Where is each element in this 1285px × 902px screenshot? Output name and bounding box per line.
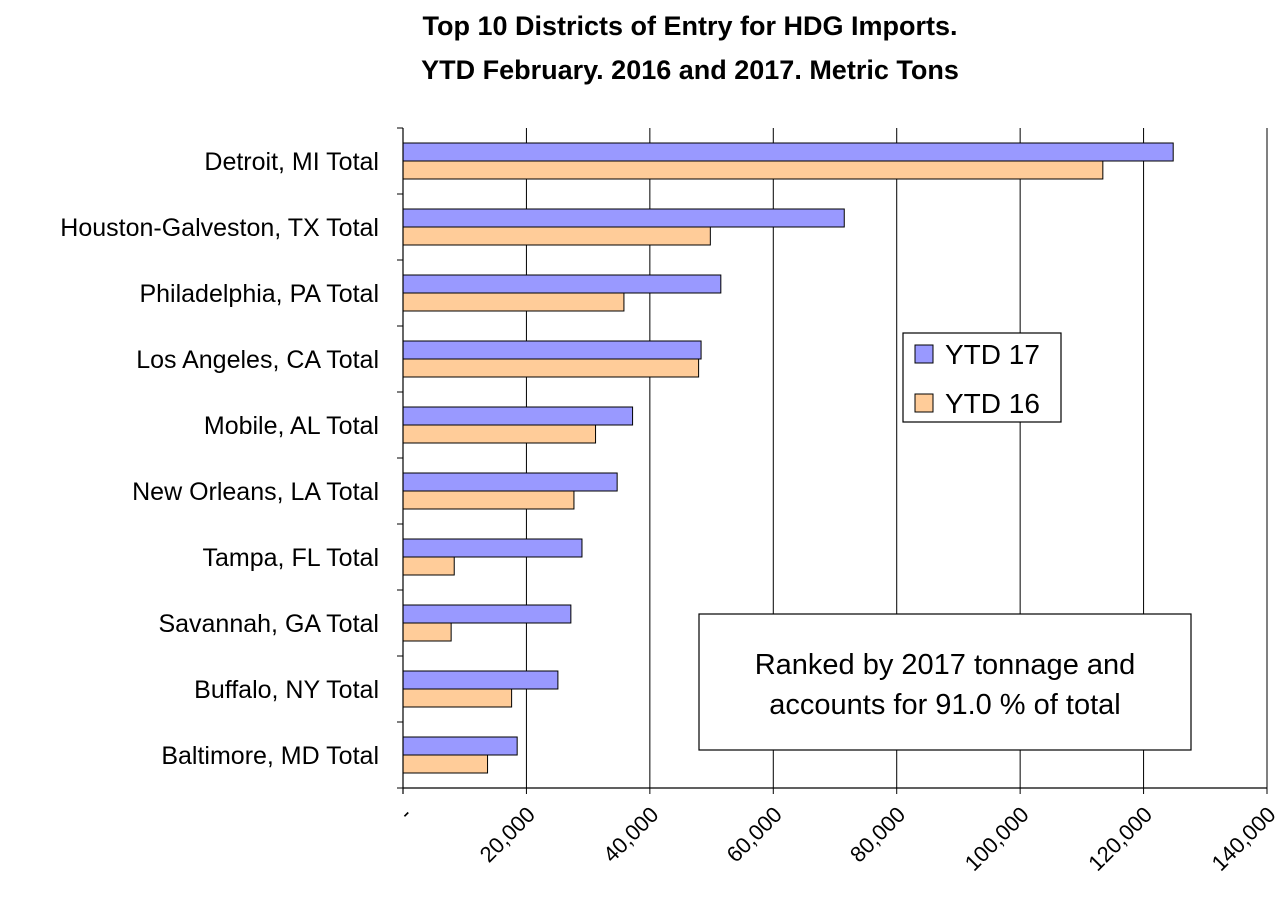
x-tick-label-7: 140,000 bbox=[1207, 802, 1281, 876]
category-label-detroit-mi-total: Detroit, MI Total bbox=[204, 148, 379, 176]
legend-swatch-ytd-16 bbox=[914, 393, 934, 413]
bar-ytd-16-savannah-ga-total bbox=[402, 622, 452, 642]
x-tick-label-0: - bbox=[394, 802, 417, 825]
annotation-line-1: Ranked by 2017 tonnage and bbox=[755, 649, 1136, 681]
bar-ytd-16-baltimore-md-total bbox=[402, 754, 489, 774]
chart-title-line-1: Top 10 Districts of Entry for HDG Import… bbox=[422, 11, 957, 41]
bar-ytd-17-baltimore-md-total bbox=[402, 736, 518, 756]
category-label-philadelphia-pa-total: Philadelphia, PA Total bbox=[139, 280, 379, 308]
legend: YTD 17 YTD 16 bbox=[902, 332, 1062, 423]
bar-ytd-16-buffalo-ny-total bbox=[402, 688, 513, 708]
bar-ytd-17-tampa-fl-total bbox=[402, 538, 583, 558]
category-label-tampa-fl-total: Tampa, FL Total bbox=[203, 544, 379, 572]
axes bbox=[397, 127, 1268, 794]
x-tick-labels: - 20,000 40,000 60,000 80,000 100,000 120,000 1… bbox=[394, 802, 1281, 876]
bar-ytd-17-buffalo-ny-total bbox=[402, 670, 559, 690]
bar-ytd-16-philadelphia-pa-total bbox=[402, 292, 625, 312]
annotation-line-2: accounts for 91.0 % of total bbox=[769, 689, 1120, 721]
x-tick-label-5: 100,000 bbox=[960, 802, 1034, 876]
x-tick-label-4: 80,000 bbox=[845, 802, 910, 867]
bar-ytd-17-los-angeles-ca-total bbox=[402, 340, 702, 360]
legend-label-ytd-16: YTD 16 bbox=[945, 388, 1040, 419]
bar-ytd-16-houston-galveston-tx-total bbox=[402, 226, 711, 246]
bar-ytd-17-mobile-al-total bbox=[402, 406, 634, 426]
bar-ytd-16-tampa-fl-total bbox=[402, 556, 455, 576]
category-label-houston-galveston-tx-total: Houston-Galveston, TX Total bbox=[60, 214, 379, 242]
category-label-mobile-al-total: Mobile, AL Total bbox=[204, 412, 379, 440]
bar-ytd-17-houston-galveston-tx-total bbox=[402, 208, 845, 228]
chart-title-line-2: YTD February. 2016 and 2017. Metric Tons bbox=[421, 55, 959, 85]
bar-ytd-17-philadelphia-pa-total bbox=[402, 274, 722, 294]
category-label-baltimore-md-total: Baltimore, MD Total bbox=[161, 742, 379, 770]
bar-ytd-16-los-angeles-ca-total bbox=[402, 358, 700, 378]
category-label-savannah-ga-total: Savannah, GA Total bbox=[158, 610, 379, 638]
bar-ytd-17-savannah-ga-total bbox=[402, 604, 572, 624]
bar-ytd-16-detroit-mi-total bbox=[402, 160, 1104, 180]
category-labels: Detroit, MI Total Houston-Galveston, TX T… bbox=[60, 148, 379, 770]
category-label-buffalo-ny-total: Buffalo, NY Total bbox=[194, 676, 379, 704]
bar-ytd-17-new-orleans-la-total bbox=[402, 472, 618, 492]
category-label-new-orleans-la-total: New Orleans, LA Total bbox=[132, 478, 379, 506]
legend-label-ytd-17: YTD 17 bbox=[945, 339, 1040, 370]
x-tick-label-1: 20,000 bbox=[475, 802, 540, 867]
x-tick-label-2: 40,000 bbox=[598, 802, 663, 867]
x-tick-label-6: 120,000 bbox=[1083, 802, 1157, 876]
bar-ytd-16-mobile-al-total bbox=[402, 424, 597, 444]
bar-ytd-16-new-orleans-la-total bbox=[402, 490, 575, 510]
bar-ytd-17-detroit-mi-total bbox=[402, 142, 1174, 162]
annotation-box: Ranked by 2017 tonnage and accounts for … bbox=[698, 613, 1192, 751]
annotation-border bbox=[698, 613, 1192, 751]
legend-swatch-ytd-17 bbox=[914, 344, 934, 364]
category-label-los-angeles-ca-total: Los Angeles, CA Total bbox=[136, 346, 379, 374]
x-tick-label-3: 60,000 bbox=[722, 802, 787, 867]
bars bbox=[402, 142, 1174, 774]
